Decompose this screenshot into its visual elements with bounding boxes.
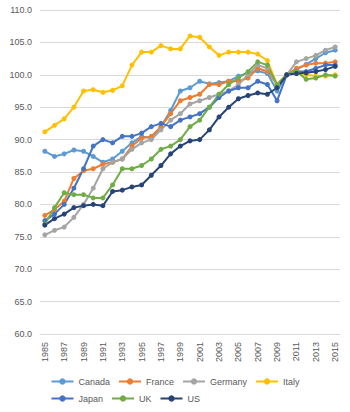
svg-text:70.0: 70.0 (14, 264, 32, 274)
svg-text:1995: 1995 (137, 342, 147, 362)
svg-text:2001: 2001 (195, 342, 205, 362)
svg-text:1987: 1987 (59, 342, 69, 362)
svg-text:90.0: 90.0 (14, 135, 32, 145)
svg-text:65.0: 65.0 (14, 297, 32, 307)
svg-text:1993: 1993 (117, 342, 127, 362)
svg-text:85.0: 85.0 (14, 167, 32, 177)
svg-text:105.0: 105.0 (9, 37, 32, 47)
svg-text:2015: 2015 (330, 342, 340, 362)
svg-text:1997: 1997 (156, 342, 166, 362)
svg-text:2003: 2003 (214, 342, 224, 362)
svg-text:110.0: 110.0 (10, 5, 32, 15)
svg-text:1989: 1989 (79, 342, 89, 362)
svg-text:1991: 1991 (98, 342, 108, 362)
svg-text:80.0: 80.0 (14, 199, 32, 209)
svg-text:US: US (187, 394, 200, 404)
svg-text:Canada: Canada (78, 377, 110, 387)
svg-text:France: France (146, 377, 174, 387)
svg-text:2009: 2009 (272, 342, 282, 362)
svg-text:95.0: 95.0 (14, 102, 32, 112)
svg-text:2007: 2007 (253, 342, 263, 362)
svg-text:1999: 1999 (175, 342, 185, 362)
svg-text:Germany: Germany (210, 377, 248, 387)
svg-text:Japan: Japan (78, 394, 103, 404)
svg-text:2011: 2011 (291, 342, 301, 361)
svg-text:75.0: 75.0 (14, 232, 32, 242)
svg-text:2005: 2005 (233, 342, 243, 362)
svg-text:60.0: 60.0 (14, 329, 32, 339)
svg-text:UK: UK (139, 394, 152, 404)
svg-text:100.0: 100.0 (9, 70, 32, 80)
svg-text:1985: 1985 (40, 342, 50, 362)
svg-text:2013: 2013 (311, 342, 321, 362)
svg-text:Italy: Italy (283, 377, 300, 387)
